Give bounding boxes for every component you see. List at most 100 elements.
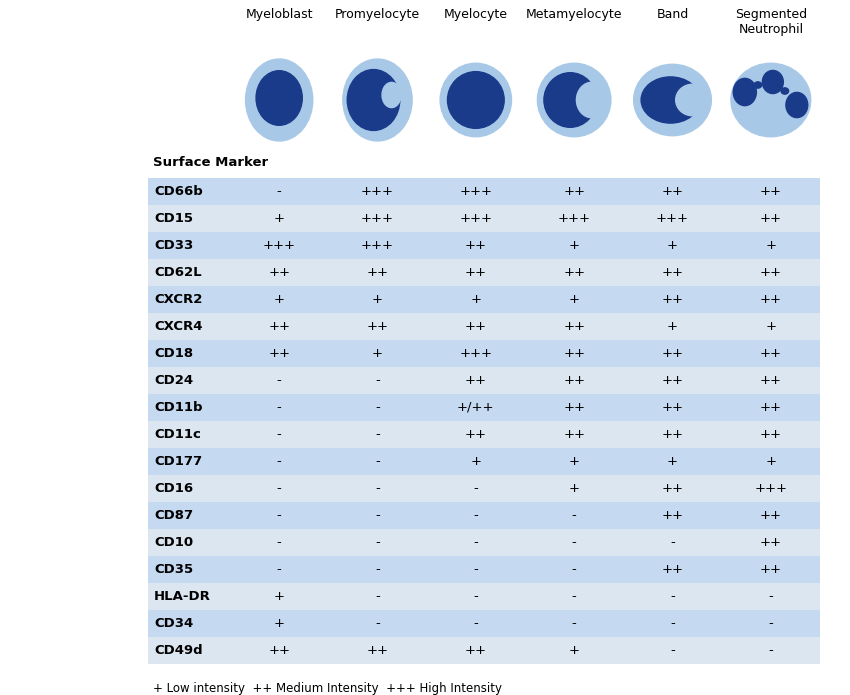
Text: +: + — [569, 293, 580, 306]
Text: -: - — [375, 509, 380, 522]
Text: ++: ++ — [564, 185, 585, 198]
Text: -: - — [277, 374, 281, 387]
Text: -: - — [375, 536, 380, 549]
Text: Myeloblast: Myeloblast — [246, 8, 313, 21]
Ellipse shape — [576, 82, 608, 118]
Text: +: + — [569, 482, 580, 495]
FancyBboxPatch shape — [148, 178, 820, 205]
Text: ++: ++ — [564, 374, 585, 387]
Ellipse shape — [786, 92, 807, 117]
Text: +: + — [765, 239, 776, 252]
FancyBboxPatch shape — [148, 259, 820, 286]
Text: ++: ++ — [760, 266, 782, 279]
Ellipse shape — [762, 70, 784, 94]
Text: -: - — [473, 590, 479, 603]
Text: ++: ++ — [760, 509, 782, 522]
Text: ++: ++ — [564, 266, 585, 279]
Text: CD177: CD177 — [154, 455, 202, 468]
Text: +: + — [569, 239, 580, 252]
FancyBboxPatch shape — [148, 340, 820, 367]
Text: HLA-DR: HLA-DR — [154, 590, 211, 603]
Text: ++: ++ — [760, 563, 782, 576]
Text: -: - — [277, 455, 281, 468]
Text: -: - — [670, 536, 675, 549]
Text: CD18: CD18 — [154, 347, 193, 360]
Text: -: - — [375, 590, 380, 603]
Text: -: - — [768, 617, 774, 630]
Ellipse shape — [754, 82, 762, 88]
Text: ++: ++ — [760, 536, 782, 549]
Text: +: + — [372, 293, 383, 306]
Text: CD15: CD15 — [154, 212, 193, 225]
Ellipse shape — [641, 77, 700, 123]
Text: +++: +++ — [361, 239, 394, 252]
Text: +++: +++ — [754, 482, 787, 495]
Text: ++: ++ — [564, 347, 585, 360]
Text: ++: ++ — [760, 347, 782, 360]
Text: -: - — [572, 590, 576, 603]
Text: -: - — [572, 563, 576, 576]
Text: +: + — [667, 455, 678, 468]
FancyBboxPatch shape — [148, 394, 820, 421]
Text: -: - — [572, 617, 576, 630]
Text: ++: ++ — [465, 644, 487, 657]
Text: CD11c: CD11c — [154, 428, 201, 441]
Text: +: + — [569, 644, 580, 657]
Text: -: - — [375, 401, 380, 414]
Ellipse shape — [256, 71, 303, 125]
Text: CD49d: CD49d — [154, 644, 202, 657]
Text: -: - — [768, 590, 774, 603]
Text: CXCR4: CXCR4 — [154, 320, 202, 333]
Text: ++: ++ — [760, 401, 782, 414]
Text: +++: +++ — [558, 212, 591, 225]
Text: ++: ++ — [465, 374, 487, 387]
Text: Myelocyte: Myelocyte — [444, 8, 507, 21]
Text: CD16: CD16 — [154, 482, 193, 495]
Ellipse shape — [537, 63, 611, 137]
Text: CD35: CD35 — [154, 563, 193, 576]
Text: CD87: CD87 — [154, 509, 193, 522]
FancyBboxPatch shape — [148, 610, 820, 637]
FancyBboxPatch shape — [148, 583, 820, 610]
Text: +: + — [667, 239, 678, 252]
Text: -: - — [375, 563, 380, 576]
Text: ++: ++ — [661, 293, 683, 306]
Text: ++: ++ — [661, 563, 683, 576]
FancyBboxPatch shape — [148, 502, 820, 529]
Text: Promyelocyte: Promyelocyte — [335, 8, 420, 21]
FancyBboxPatch shape — [148, 421, 820, 448]
FancyBboxPatch shape — [148, 448, 820, 475]
Text: ++: ++ — [760, 374, 782, 387]
Text: Metamyelocyte: Metamyelocyte — [526, 8, 622, 21]
Text: ++: ++ — [366, 644, 388, 657]
Text: -: - — [277, 401, 281, 414]
Text: +++: +++ — [459, 212, 492, 225]
Text: ++: ++ — [661, 374, 683, 387]
Text: ++: ++ — [366, 320, 388, 333]
Text: -: - — [375, 428, 380, 441]
Text: +: + — [765, 320, 776, 333]
Text: +: + — [470, 455, 481, 468]
Ellipse shape — [544, 73, 597, 127]
Ellipse shape — [731, 63, 811, 137]
Text: ++: ++ — [661, 482, 683, 495]
Text: CD11b: CD11b — [154, 401, 202, 414]
Text: ++: ++ — [661, 428, 683, 441]
Text: CD66b: CD66b — [154, 185, 203, 198]
Text: ++: ++ — [268, 266, 290, 279]
Text: Surface Marker: Surface Marker — [153, 156, 268, 168]
FancyBboxPatch shape — [148, 313, 820, 340]
Text: +++: +++ — [459, 185, 492, 198]
Text: +: + — [372, 347, 383, 360]
Text: +: + — [667, 320, 678, 333]
Text: -: - — [375, 455, 380, 468]
Text: ++: ++ — [661, 266, 683, 279]
FancyBboxPatch shape — [148, 637, 820, 664]
Text: -: - — [768, 644, 774, 657]
Text: -: - — [375, 482, 380, 495]
Text: CXCR2: CXCR2 — [154, 293, 202, 306]
Text: ++: ++ — [760, 212, 782, 225]
FancyBboxPatch shape — [148, 286, 820, 313]
FancyBboxPatch shape — [148, 232, 820, 259]
Text: -: - — [473, 482, 479, 495]
